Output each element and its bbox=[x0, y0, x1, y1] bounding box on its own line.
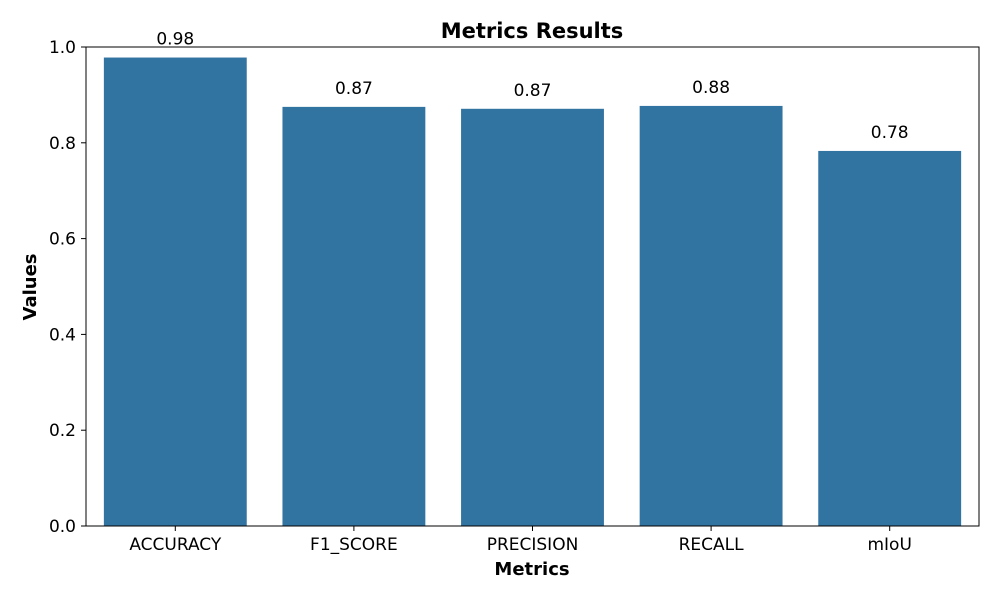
bar-miou bbox=[818, 150, 962, 526]
y-tick-label: 0.8 bbox=[49, 134, 76, 154]
x-ticks-layer: ACCURACY F1_SCORE PRECISION RECALL mIoU bbox=[129, 526, 912, 555]
y-axis-label: Values bbox=[20, 254, 41, 321]
x-tick-label-accuracy: ACCURACY bbox=[129, 535, 222, 555]
value-labels-layer: 0.98 0.87 0.87 0.88 0.78 bbox=[156, 30, 908, 143]
value-label-precision: 0.87 bbox=[514, 81, 552, 101]
x-axis-label: Metrics bbox=[494, 559, 569, 580]
x-tick-label-f1-score: F1_SCORE bbox=[310, 535, 398, 555]
y-tick-label: 1.0 bbox=[49, 38, 76, 58]
y-ticks-layer: 0.0 0.2 0.4 0.6 0.8 1.0 bbox=[49, 38, 86, 537]
x-tick-label-precision: PRECISION bbox=[487, 535, 579, 555]
value-label-recall: 0.88 bbox=[692, 78, 730, 98]
plot-frame bbox=[85, 46, 980, 527]
value-label-f1-score: 0.87 bbox=[335, 79, 373, 99]
y-tick-label: 0.2 bbox=[49, 421, 76, 441]
value-label-accuracy: 0.98 bbox=[156, 30, 194, 50]
x-tick-label-recall: RECALL bbox=[679, 535, 745, 555]
value-label-miou: 0.78 bbox=[871, 123, 909, 143]
bar-accuracy bbox=[103, 57, 247, 527]
chart-title: Metrics Results bbox=[441, 19, 624, 43]
x-tick-label-miou: mIoU bbox=[867, 535, 911, 555]
bar-recall bbox=[639, 105, 783, 527]
bar-f1-score bbox=[282, 106, 426, 526]
bar-precision bbox=[461, 108, 604, 526]
bars-layer bbox=[103, 57, 962, 527]
y-tick-label: 0.6 bbox=[49, 230, 76, 250]
y-tick-label: 0.4 bbox=[49, 325, 76, 345]
y-tick-label: 0.0 bbox=[49, 517, 76, 537]
